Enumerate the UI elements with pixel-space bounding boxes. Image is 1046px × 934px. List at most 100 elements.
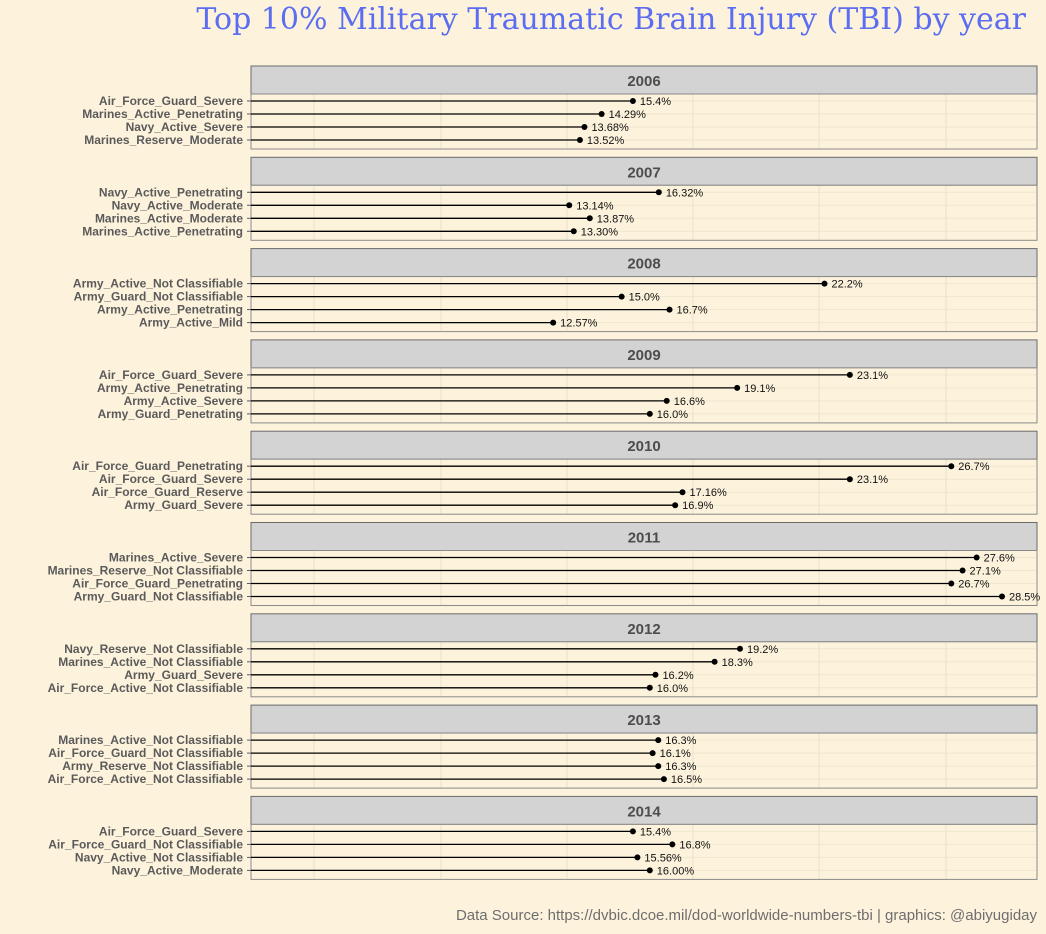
lollipop-point: [576, 137, 583, 143]
category-label: Army_Guard_Severe: [124, 498, 243, 512]
category-label: Air_Force_Guard_Severe: [99, 824, 243, 838]
value-label: 28.5%: [1009, 592, 1040, 604]
lollipop-point: [846, 476, 853, 483]
category-label: Navy_Active_Moderate: [112, 863, 244, 877]
facet-strip: [250, 156, 1038, 186]
value-label: 17.16%: [689, 487, 727, 499]
value-label: 16.2%: [662, 670, 693, 682]
lollipop-point: [669, 841, 676, 848]
category-label: Army_Guard_Severe: [124, 668, 243, 682]
category-label: Air_Force_Guard_Severe: [99, 368, 243, 382]
facet-strip-label: 2009: [627, 347, 660, 364]
value-label: 16.32%: [666, 187, 704, 199]
category-label: Army_Reserve_Not Classifiable: [62, 759, 243, 773]
panel-background: [251, 641, 1037, 697]
category-label: Marines_Reserve_Moderate: [84, 133, 243, 147]
category-label: Army_Guard_Not Classifiable: [74, 590, 244, 604]
category-label: Navy_Reserve_Not Classifiable: [64, 642, 243, 656]
panel-border: [250, 550, 1038, 606]
value-label: 19.2%: [747, 644, 778, 656]
lollipop-point: [586, 215, 593, 222]
lollipop-point: [646, 867, 653, 874]
lollipop-point: [959, 567, 966, 574]
category-label: Marines_Active_Penetrating: [82, 107, 243, 121]
facet-strip-label: 2011: [628, 530, 661, 547]
value-label: 27.6%: [984, 553, 1015, 565]
value-label: 26.7%: [958, 579, 989, 591]
category-label: Navy_Active_Not Classifiable: [75, 850, 243, 864]
value-label: 16.0%: [657, 409, 688, 421]
facet-strip: [250, 65, 1038, 95]
category-label: Navy_Active_Penetrating: [99, 185, 243, 199]
panel-border: [250, 641, 1038, 698]
lollipop-point: [646, 410, 653, 417]
value-label: 15.0%: [629, 292, 660, 304]
value-label: 19.1%: [744, 383, 775, 395]
value-label: 16.9%: [682, 500, 713, 512]
facet-strip-label: 2010: [627, 438, 660, 455]
lollipop-point: [646, 684, 653, 691]
value-label: 13.30%: [581, 226, 619, 238]
value-label: 16.7%: [677, 305, 708, 317]
category-label: Army_Active_Mild: [139, 316, 243, 330]
lollipop-point: [649, 750, 656, 757]
lollipop-point: [655, 737, 662, 744]
lollipop-point: [948, 580, 955, 587]
facet-strip: [250, 339, 1038, 369]
value-label: 13.87%: [597, 213, 635, 225]
facet-strip-label: 2007: [627, 164, 660, 181]
panel-background: [251, 550, 1037, 606]
value-label: 13.52%: [587, 135, 625, 147]
lollipop-point: [711, 658, 718, 665]
category-label: Air_Force_Guard_Severe: [99, 472, 243, 486]
data-source-caption: Data Source: https://dvbic.dcoe.mil/dod-…: [455, 907, 1037, 924]
facet-strip: [250, 430, 1038, 460]
value-label: 18.3%: [722, 657, 753, 669]
value-label: 23.1%: [857, 474, 888, 486]
category-label: Air_Force_Guard_Penetrating: [72, 459, 243, 473]
category-label: Army_Active_Not Classifiable: [73, 277, 243, 291]
category-label: Marines_Active_Severe: [109, 551, 243, 565]
category-label: Air_Force_Active_Not Classifiable: [48, 772, 244, 786]
lollipop-point: [666, 306, 673, 313]
value-label: 13.68%: [591, 122, 629, 134]
facet-strip: [250, 613, 1038, 643]
category-label: Air_Force_Guard_Reserve: [92, 485, 244, 499]
category-label: Air_Force_Active_Not Classifiable: [48, 681, 244, 695]
lollipop-point: [948, 463, 955, 470]
value-label: 16.3%: [665, 735, 696, 747]
facet-strip-label: 2012: [627, 621, 660, 638]
value-label: 23.1%: [857, 370, 888, 382]
panel-background: [251, 459, 1037, 515]
value-label: 16.5%: [671, 774, 702, 786]
facet-strip: [250, 704, 1038, 734]
lollipop-point: [821, 280, 828, 287]
panel-border: [250, 276, 1038, 333]
panel-background: [251, 733, 1037, 789]
category-label: Air_Force_Guard_Not Classifiable: [48, 746, 243, 760]
lollipop-point: [655, 763, 662, 770]
facet-strip-label: 2006: [627, 73, 660, 90]
lollipop-point: [581, 124, 588, 130]
category-label: Marines_Active_Not Classifiable: [58, 733, 243, 747]
value-label: 13.14%: [576, 200, 614, 212]
value-label: 16.00%: [657, 865, 695, 877]
category-label: Marines_Active_Moderate: [95, 211, 243, 225]
value-label: 22.2%: [831, 279, 862, 291]
category-label: Air_Force_Guard_Not Classifiable: [48, 837, 243, 851]
value-label: 15.56%: [644, 852, 682, 864]
lollipop-point: [566, 202, 573, 209]
panel-border: [250, 184, 1038, 241]
category-label: Marines_Reserve_Not Classifiable: [48, 564, 244, 578]
value-label: 26.7%: [958, 461, 989, 473]
category-label: Army_Active_Severe: [124, 394, 244, 408]
value-label: 16.1%: [660, 748, 691, 760]
value-label: 15.4%: [640, 826, 671, 838]
panel-border: [250, 367, 1038, 424]
lollipop-point: [598, 111, 605, 117]
lollipop-point: [846, 371, 853, 378]
value-label: 16.0%: [657, 683, 688, 695]
lollipop-point: [660, 776, 667, 783]
panel-border: [250, 458, 1038, 515]
